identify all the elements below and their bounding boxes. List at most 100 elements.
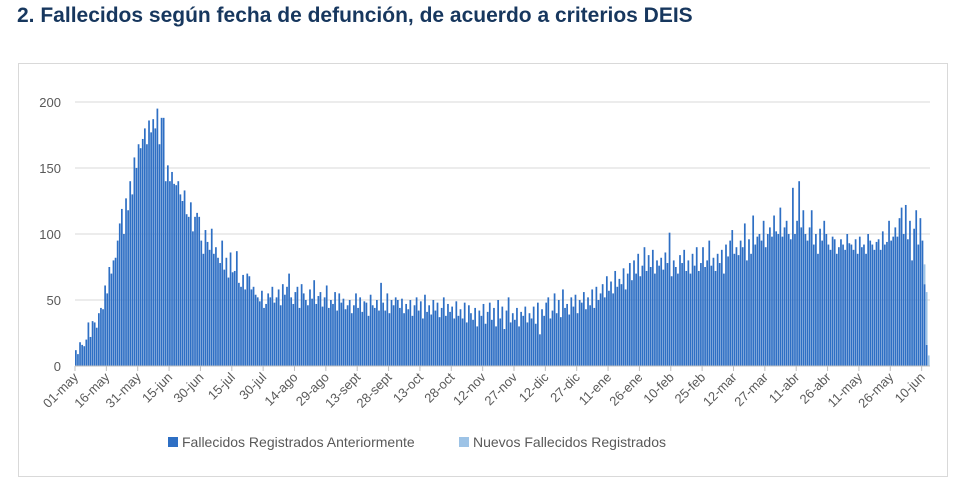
bar-anteriores	[771, 236, 773, 366]
y-tick-label: 0	[54, 359, 61, 374]
bar-anteriores	[815, 234, 817, 366]
bar-anteriores	[620, 284, 623, 366]
bar-anteriores	[258, 301, 261, 366]
chart-frame	[18, 63, 948, 477]
bar-anteriores	[263, 307, 265, 366]
bar-anteriores	[100, 307, 102, 366]
bar-anteriores	[633, 260, 635, 366]
x-tick-label: 11-abr	[766, 369, 803, 406]
bar-anteriores	[821, 240, 824, 366]
bar-anteriores	[181, 201, 184, 366]
bar-anteriores	[706, 260, 709, 366]
bar-anteriores	[265, 303, 267, 366]
bar-anteriores	[580, 302, 583, 366]
bar-anteriores	[204, 230, 207, 366]
bar-anteriores	[482, 303, 485, 366]
bar-anteriores	[716, 253, 719, 366]
bar-anteriores	[526, 322, 529, 366]
bar-anteriores	[325, 285, 328, 366]
bar-anteriores	[200, 240, 203, 366]
bar-anteriores	[679, 255, 681, 366]
bar-anteriores	[189, 202, 192, 366]
y-tick-label: 200	[39, 95, 61, 110]
bar-anteriores	[591, 289, 594, 366]
bar-anteriores	[792, 187, 794, 366]
bar-anteriores	[417, 310, 420, 366]
bar-anteriores	[298, 307, 301, 366]
bar-anteriores	[672, 260, 675, 366]
bar-anteriores	[313, 280, 316, 366]
x-tick-label: 14-ago	[261, 370, 300, 409]
bar-anteriores	[505, 310, 508, 366]
bar-anteriores	[484, 323, 487, 366]
bar-anteriores	[888, 220, 890, 366]
legend-swatch-light	[459, 437, 469, 447]
bar-anteriores	[729, 240, 732, 366]
bar-anteriores	[311, 298, 313, 366]
bar-anteriores	[112, 260, 115, 366]
bar-anteriores	[196, 212, 198, 366]
bar-anteriores	[294, 292, 297, 366]
bar-anteriores	[480, 315, 483, 366]
bar-anteriores	[106, 293, 109, 366]
bar-anteriores	[639, 276, 642, 366]
bar-anteriores	[141, 138, 144, 366]
bar-anteriores	[917, 244, 920, 366]
bar-anteriores	[800, 227, 803, 366]
bar-anteriores	[635, 273, 637, 366]
bar-anteriores	[169, 181, 171, 366]
bar-anteriores	[164, 181, 167, 366]
bar-anteriores	[321, 306, 324, 366]
bar-anteriores	[436, 302, 439, 366]
bar-anteriores	[915, 210, 918, 366]
bar-anteriores	[340, 302, 343, 366]
bar-anteriores	[365, 302, 368, 366]
bar-anteriores	[735, 247, 738, 366]
bar-anteriores	[277, 289, 280, 366]
bar-anteriores	[702, 247, 704, 366]
bar-anteriores	[562, 289, 564, 366]
y-tick-label: 150	[39, 161, 61, 176]
x-tick-label: 10-feb	[640, 370, 677, 407]
bar-anteriores	[612, 293, 614, 366]
bar-anteriores	[911, 260, 913, 366]
bar-anteriores	[614, 270, 617, 366]
bar-anteriores	[863, 244, 865, 366]
bar-anteriores	[79, 342, 81, 366]
bar-anteriores	[773, 215, 775, 366]
bar-anteriores	[733, 253, 736, 366]
bar-anteriores	[453, 318, 456, 366]
bar-anteriores	[491, 319, 493, 366]
bar-anteriores	[624, 289, 627, 366]
bar-anteriores	[85, 339, 88, 366]
bar-anteriores	[798, 181, 801, 366]
bar-anteriores	[150, 132, 152, 366]
bar-anteriores	[133, 157, 136, 366]
bar-anteriores	[373, 307, 376, 366]
bar-anteriores	[618, 278, 621, 366]
bar-anteriores	[720, 249, 723, 366]
bar-anteriores	[244, 289, 247, 366]
bar-anteriores	[674, 267, 677, 366]
bar-anteriores	[474, 307, 476, 366]
bar-anteriores	[628, 263, 631, 366]
bar-anteriores	[104, 285, 106, 366]
bar-anteriores	[574, 294, 577, 366]
bar-anteriores	[894, 227, 897, 366]
bar-anteriores	[336, 310, 339, 366]
bar-anteriores	[97, 313, 100, 366]
bar-anteriores	[129, 181, 132, 366]
bar-anteriores	[718, 263, 721, 366]
bar-anteriores	[422, 318, 424, 366]
bar-anteriores	[235, 251, 238, 366]
bar-anteriores	[248, 276, 251, 366]
bar-anteriores	[367, 315, 370, 366]
bar-anteriores	[884, 244, 886, 366]
bar-anteriores	[700, 263, 702, 366]
bar-anteriores	[152, 119, 155, 366]
bar-anteriores	[641, 265, 644, 366]
bar-anteriores	[662, 269, 665, 366]
bar-anteriores	[511, 313, 514, 366]
bar-anteriores	[775, 231, 778, 366]
x-tick-label: 11-ene	[576, 370, 615, 409]
